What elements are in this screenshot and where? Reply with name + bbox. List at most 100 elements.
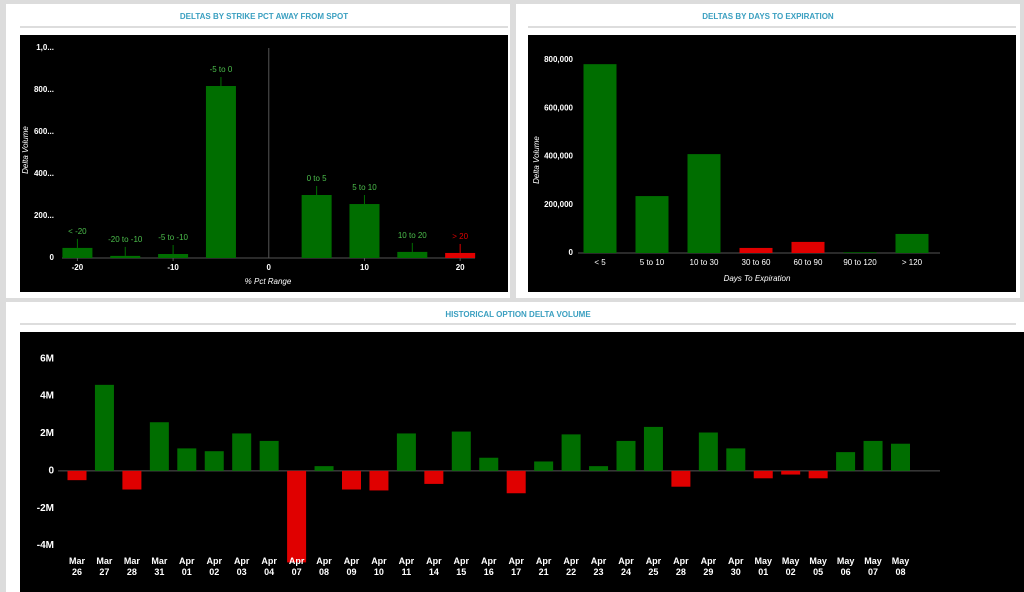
y-tick-label: 600,000 <box>544 103 573 112</box>
x-axis-label: % Pct Range <box>245 277 292 286</box>
y-tick-label: -2M <box>37 503 54 514</box>
bar <box>589 466 609 471</box>
y-tick-label: 800... <box>34 85 54 94</box>
bar <box>479 457 499 471</box>
x-tick-label: 10 <box>360 263 369 272</box>
bar <box>863 440 883 471</box>
bar <box>205 86 236 258</box>
x-tick-label: Apr 02 <box>206 556 223 577</box>
bar <box>424 470 444 484</box>
x-tick-label: Apr 30 <box>728 556 744 577</box>
bar <box>843 252 877 253</box>
bar <box>643 426 663 471</box>
bar <box>616 440 636 471</box>
x-tick-label: Apr 28 <box>673 556 689 577</box>
x-tick-label: -10 <box>167 263 179 272</box>
bar <box>561 434 581 471</box>
y-axis-label: Delta Volume <box>21 126 30 174</box>
x-tick-label: Apr 03 <box>233 556 250 577</box>
bar <box>287 470 307 563</box>
x-tick-label: Apr 04 <box>261 556 277 577</box>
bar <box>583 64 617 254</box>
bar <box>895 233 929 253</box>
bar <box>726 448 746 471</box>
bar <box>671 470 691 487</box>
bar <box>369 470 389 491</box>
bar <box>781 470 801 475</box>
y-tick-label: 4M <box>40 391 54 402</box>
y-tick-label: 0 <box>50 253 55 262</box>
bar <box>342 470 361 490</box>
bar <box>506 470 526 494</box>
x-tick-label: Apr 29 <box>700 556 717 577</box>
bar <box>808 470 828 479</box>
chart-title: HISTORICAL OPTION DELTA VOLUME <box>445 310 591 319</box>
x-tick-label: > 120 <box>902 258 923 267</box>
bar <box>687 154 721 253</box>
x-tick-label: May 02 <box>781 556 800 577</box>
bar <box>836 452 856 471</box>
x-tick-label: Apr 09 <box>343 556 360 577</box>
y-tick-label: 6M <box>40 353 54 364</box>
x-tick-label: Apr 14 <box>426 556 442 577</box>
x-tick-label: Apr 23 <box>590 556 607 577</box>
x-tick-label: 10 to 30 <box>690 258 719 267</box>
x-tick-label: 60 to 90 <box>794 258 823 267</box>
y-axis-label: Delta Volume <box>532 136 541 184</box>
bar <box>451 431 471 471</box>
x-tick-label: 30 to 60 <box>742 258 771 267</box>
y-tick-label: 2M <box>40 428 54 439</box>
bar <box>110 255 141 258</box>
x-tick-label: Apr 17 <box>508 556 524 577</box>
y-tick-label: 0 <box>48 465 54 476</box>
x-tick-label: -20 <box>72 263 84 272</box>
bar <box>301 195 332 258</box>
bar <box>396 433 416 471</box>
bar-label: 5 to 10 <box>352 183 377 192</box>
bar <box>232 433 252 471</box>
bar-label: -5 to 0 <box>210 65 233 74</box>
x-tick-label: Apr 07 <box>288 556 305 577</box>
bar-label: -5 to -10 <box>158 233 188 242</box>
bar <box>149 422 169 471</box>
bar <box>259 440 279 471</box>
y-tick-label: 200,000 <box>544 200 573 209</box>
bar <box>177 448 197 471</box>
bar <box>698 432 718 471</box>
plot-area <box>20 35 508 292</box>
y-tick-label: 0 <box>569 248 574 257</box>
bar <box>891 443 910 471</box>
x-tick-label: Apr 25 <box>645 556 662 577</box>
x-tick-label: 20 <box>456 263 465 272</box>
x-tick-label: Apr 15 <box>453 556 470 577</box>
x-tick-label: Apr 01 <box>179 556 195 577</box>
bar <box>397 251 428 258</box>
bar <box>635 196 669 253</box>
chart-title: DELTAS BY DAYS TO EXPIRATION <box>702 12 834 21</box>
bar-label: -20 to -10 <box>108 235 143 244</box>
x-tick-label: Apr 21 <box>535 556 552 577</box>
bar <box>204 451 224 471</box>
x-tick-label: May 07 <box>864 556 882 577</box>
y-tick-label: 1,0... <box>36 43 54 52</box>
x-tick-label: 0 <box>267 263 272 272</box>
bar <box>349 204 380 258</box>
y-tick-label: 400... <box>34 169 54 178</box>
x-tick-label: 5 to 10 <box>640 258 665 267</box>
bar <box>534 461 554 471</box>
x-tick-label: < 5 <box>594 258 606 267</box>
x-tick-label: Apr 22 <box>563 556 579 577</box>
bar-label: 10 to 20 <box>398 231 427 240</box>
bar-label: 0 to 5 <box>307 174 328 183</box>
bar <box>94 384 114 471</box>
x-tick-label: Mar 28 <box>123 556 140 577</box>
bar <box>739 247 773 253</box>
bar <box>62 247 93 258</box>
x-tick-label: May 08 <box>891 556 910 577</box>
bar <box>122 470 142 490</box>
x-tick-label: Apr 24 <box>618 556 634 577</box>
x-tick-label: May 05 <box>809 556 827 577</box>
bar <box>67 470 87 481</box>
